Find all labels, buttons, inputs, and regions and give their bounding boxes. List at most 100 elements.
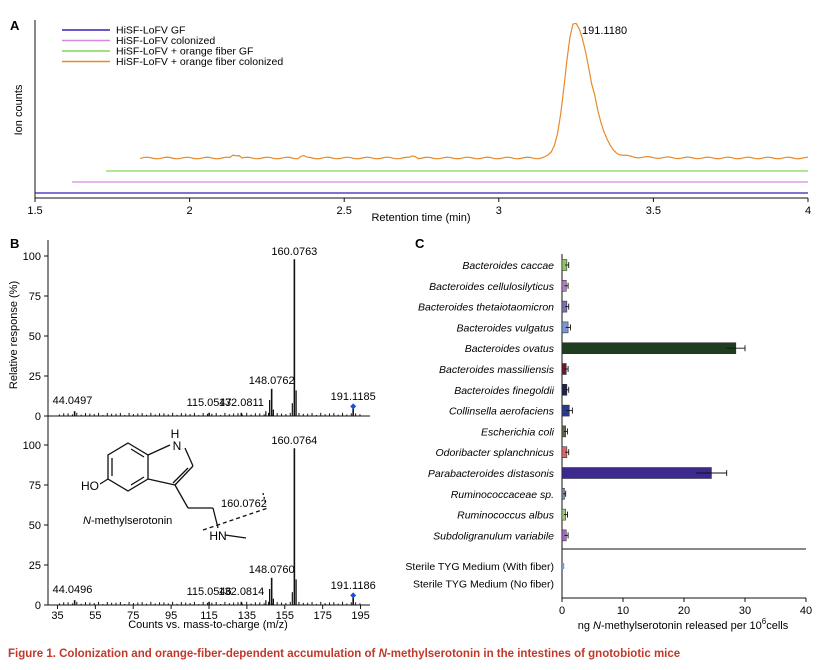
panel-a-xlabel: Retention time (min) <box>371 212 470 224</box>
panel-a-ylabel: Ion counts <box>13 84 25 135</box>
panel-c-x-tick-label: 10 <box>617 605 629 617</box>
caption-suffix: -methylserotonin in the intestines of gn… <box>386 648 681 660</box>
structure-atom-hn: HN <box>209 529 226 543</box>
panel-b-y-tick-label: 0 <box>35 411 41 423</box>
chain-bond-4 <box>224 534 247 539</box>
peak-label: 148.0760 <box>249 564 295 576</box>
panel-b-x-tick-label: 135 <box>238 610 256 622</box>
panel-a-traces <box>35 22 809 194</box>
panel-b-x-ticks: 35 55 75 95 115 135 155 175 195 <box>51 605 370 622</box>
category-label: Parabacteroides distasonis <box>428 468 555 480</box>
panel-b: B Relative response (%) 0 25 50 75 100 0 25 50 7… <box>8 236 376 631</box>
panel-c-x-tick-label: 40 <box>800 605 812 617</box>
category-label: Bacteroides vulgatus <box>457 322 555 334</box>
panel-b-y-tick-label: 50 <box>29 520 41 532</box>
panel-b-x-tick-label: 55 <box>89 610 101 622</box>
panel-a-x-tick-label: 2.5 <box>337 205 352 217</box>
panel-c-x-tick-label: 30 <box>739 605 751 617</box>
panel-a: A Ion counts 1.5 2 2.5 3 3.5 4 Retention time… <box>10 18 811 224</box>
figure-caption: Figure 1. Colonization and orange-fiber-… <box>8 648 818 660</box>
structure-name-italic: N <box>83 515 91 527</box>
peak-label: 44.0497 <box>53 395 93 407</box>
pyrrole-bond-2 <box>184 447 194 467</box>
caption-italic: N <box>378 648 387 660</box>
panel-b-y-tick-label: 100 <box>23 440 41 452</box>
panel-b-x-tick-label: 195 <box>351 610 369 622</box>
panel-a-trace <box>139 22 809 160</box>
category-label: Escherichia coli <box>481 426 555 438</box>
panel-c-xlabel: ng N-methylserotonin released per 106cel… <box>578 617 789 632</box>
panel-b-ylabel: Relative response (%) <box>8 281 20 389</box>
category-label: Bacteroides massiliensis <box>439 364 555 376</box>
legend-label: HiSF-LoFV colonized <box>116 35 215 47</box>
panel-a-x-tick-label: 3.5 <box>646 205 661 217</box>
category-label: Bacteroides cellulosilyticus <box>429 281 555 293</box>
category-label: Ruminococcaceae sp. <box>451 489 554 501</box>
peak-label: 132.0814 <box>218 586 264 598</box>
legend-label: HiSF-LoFV + orange fiber GF <box>116 46 253 58</box>
panel-a-x-tick-label: 2 <box>187 205 193 217</box>
panel-c-xlabel-italic: N <box>593 620 601 632</box>
panel-c-xlabel-sup: 6 <box>762 617 767 626</box>
panel-c-x-tick-label: 0 <box>559 605 565 617</box>
panel-a-x-tick-label: 4 <box>805 205 811 217</box>
panel-b-y-tick-label: 0 <box>35 600 41 612</box>
peak-label: 160.0763 <box>271 246 317 258</box>
panel-a-peak-label: 191.1180 <box>582 25 627 37</box>
pyrrole-bond-1 <box>147 444 171 456</box>
chain-bond-1 <box>174 484 189 509</box>
panel-b-x-tick-label: 95 <box>165 610 177 622</box>
peak-label: 160.0764 <box>271 435 317 447</box>
precursor-marker <box>350 592 357 599</box>
panel-b-xlabel: Counts vs. mass-to-charge (m/z) <box>128 619 288 631</box>
fragment-label: 160.0762 <box>221 498 267 510</box>
benzene-ring <box>107 442 149 492</box>
control-bar <box>562 563 565 569</box>
ho-bond <box>99 478 109 485</box>
panel-c-xlabel-prefix: ng <box>578 620 593 632</box>
pyrrole-bond-3 <box>174 465 194 486</box>
legend-label: HiSF-LoFV + orange fiber colonized <box>116 56 283 68</box>
peak-label: 191.1185 <box>331 391 376 403</box>
panel-a-letter: A <box>10 18 20 33</box>
structure-atom-h: H <box>171 427 180 441</box>
panel-c-letter: C <box>415 236 425 251</box>
bar <box>561 467 712 479</box>
structure-atom-ho: HO <box>81 479 99 493</box>
panel-a-x-ticks: 1.5 2 2.5 3 3.5 4 <box>27 198 811 217</box>
control-label: Sterile TYG Medium (With fiber) <box>405 561 554 573</box>
n-methylserotonin-structure <box>99 442 269 539</box>
structure-atom-n: N <box>173 439 182 453</box>
panel-c-x-ticks: 0 10 20 30 40 <box>559 598 812 617</box>
panel-b-y-tick-label: 75 <box>29 291 41 303</box>
peak-label: 115.0547 <box>187 397 232 409</box>
category-label: Bacteroides caccae <box>462 260 554 272</box>
bar <box>561 342 737 354</box>
panel-c-x-tick-label: 20 <box>678 605 690 617</box>
category-label: Bacteroides thetaiotaomicron <box>418 302 554 314</box>
category-label: Subdoligranulum variabile <box>433 530 554 542</box>
panel-b-x-tick-label: 115 <box>200 610 218 622</box>
peak-label: 132.0811 <box>219 397 264 409</box>
panel-b-y-tick-label: 100 <box>23 251 41 263</box>
panel-b-x-tick-label: 175 <box>313 610 331 622</box>
legend-label: HiSF-LoFV GF <box>116 25 185 37</box>
category-label: Bacteroides finegoldii <box>454 385 554 397</box>
panel-c-xlabel-mid: -methylserotonin released per 10 <box>601 620 762 632</box>
fragment-cleavage <box>202 507 269 531</box>
category-label: Ruminococcus albus <box>457 510 555 522</box>
panel-a-x-tick-label: 3 <box>496 205 502 217</box>
panel-b-y-ticks: 0 25 50 75 100 0 25 50 75 100 <box>23 251 48 612</box>
panel-b-x-tick-label: 35 <box>51 610 63 622</box>
structure-name: N-methylserotonin <box>83 515 172 527</box>
precursor-marker <box>350 403 357 410</box>
panel-b-y-tick-label: 50 <box>29 331 41 343</box>
panel-b-letter: B <box>10 236 19 251</box>
pyrrole-bond-4 <box>147 478 176 486</box>
pyrrole-bond-3b <box>172 467 189 484</box>
panel-b-x-tick-label: 155 <box>276 610 294 622</box>
